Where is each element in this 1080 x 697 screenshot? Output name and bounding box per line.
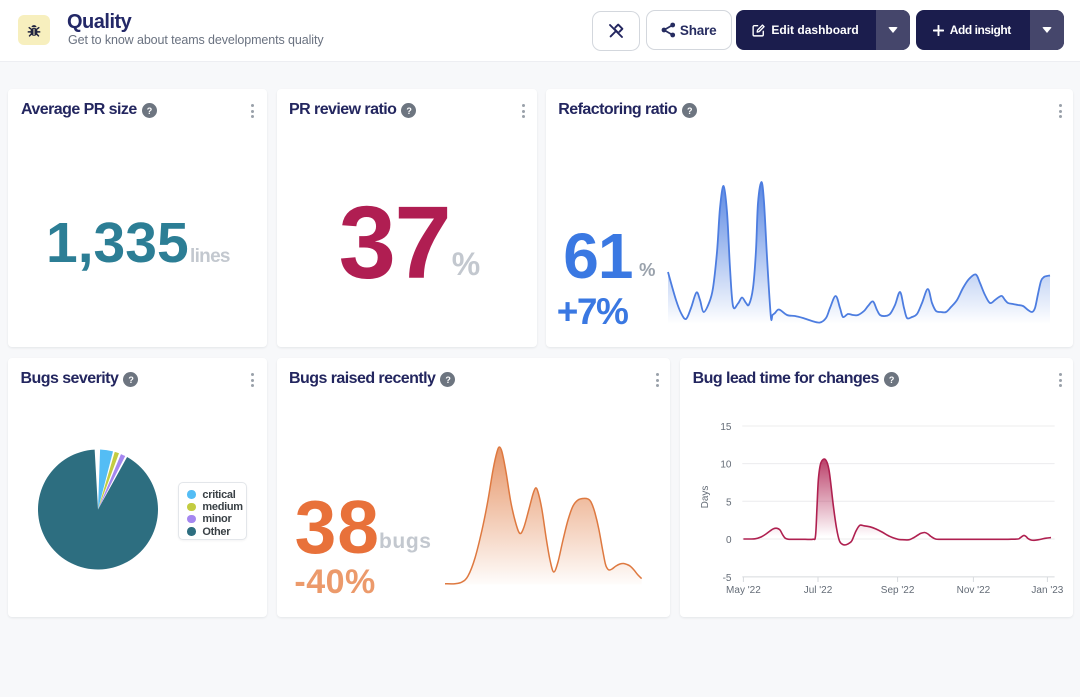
svg-text:May '22: May '22 (726, 585, 761, 596)
svg-text:5: 5 (726, 497, 732, 508)
svg-text:15: 15 (720, 422, 732, 433)
svg-text:10: 10 (720, 460, 732, 471)
svg-text:Days: Days (700, 486, 711, 509)
svg-text:Sep '22: Sep '22 (881, 585, 915, 596)
svg-text:Jul '22: Jul '22 (804, 585, 833, 596)
svg-text:Nov '22: Nov '22 (957, 585, 991, 596)
svg-text:0: 0 (726, 535, 732, 546)
svg-text:-5: -5 (723, 573, 732, 584)
svg-text:Jan '23: Jan '23 (1031, 585, 1063, 596)
